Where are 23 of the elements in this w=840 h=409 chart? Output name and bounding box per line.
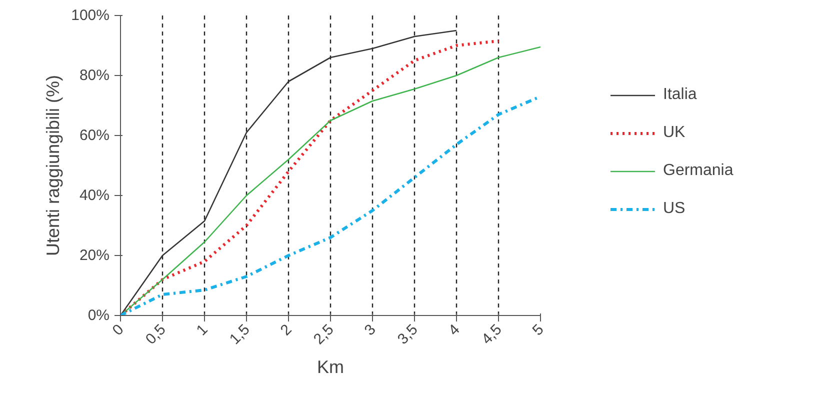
x-tick-label: 2 [277,321,296,340]
x-tick-label: 3,5 [394,321,422,348]
y-tick-label: 0% [88,307,110,324]
x-tick-label: 1,5 [226,321,254,348]
x-tick-label: 4,5 [478,321,506,348]
y-tick-label: 40% [79,187,110,204]
legend-label: Italia [663,86,697,104]
x-tick-label: 2,5 [310,321,338,348]
x-tick-label: 1 [193,321,212,340]
legend-label: UK [663,124,686,142]
legend-label: US [663,200,686,218]
x-tick-label: 4 [445,321,464,340]
x-tick-label: 3 [361,321,380,340]
legend-label: Germania [663,162,734,180]
y-tick-label: 80% [79,67,110,84]
y-tick-label: 100% [71,7,110,24]
x-tick-label: 0 [109,321,128,340]
x-axis-title: Km [317,357,344,378]
x-tick-label: 0,5 [142,321,170,348]
x-tick-label: 5 [529,321,548,340]
y-tick-label: 20% [79,247,110,264]
y-axis-title: Utenti raggiungibili (%) [43,74,64,256]
y-tick-label: 60% [79,127,110,144]
